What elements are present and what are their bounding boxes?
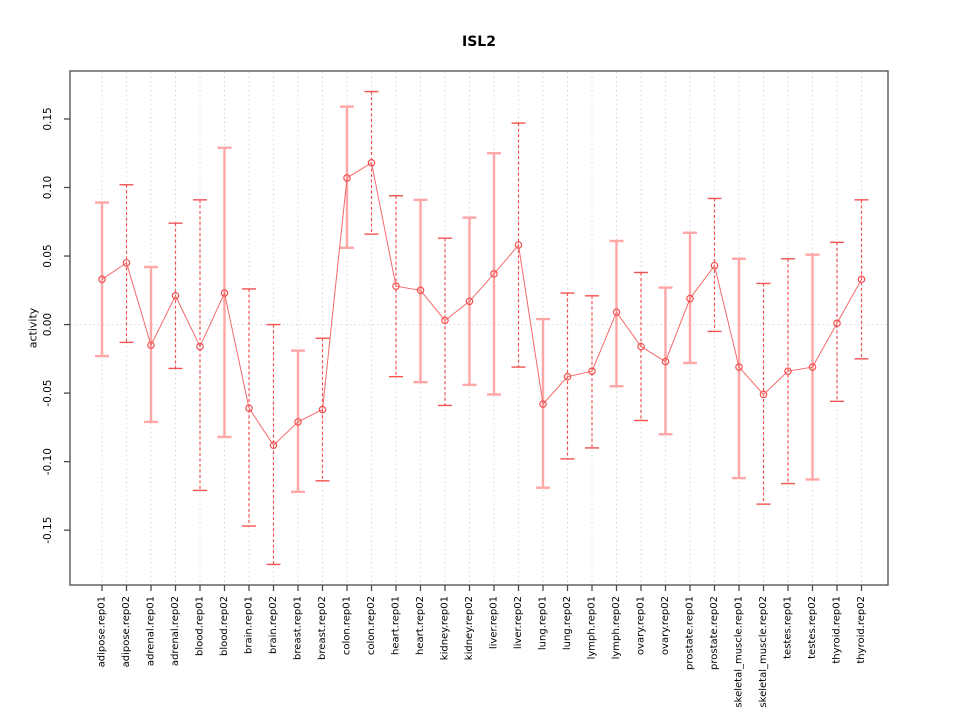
x-axis-tick-label: adipose.rep02 (121, 596, 132, 667)
y-axis-tick-label: 0.10 (42, 176, 54, 199)
x-axis-tick-label: blood.rep01 (195, 596, 206, 656)
y-axis-tick-label: 0.15 (42, 107, 54, 130)
data-point (269, 441, 278, 449)
data-point (220, 289, 229, 297)
x-axis-tick-label: breast.rep01 (293, 596, 304, 660)
data-point (245, 404, 253, 412)
x-axis-tick-label: prostate.rep01 (685, 596, 696, 670)
x-axis-tick-label: colon.rep02 (366, 596, 377, 655)
data-point (563, 372, 572, 381)
data-point (196, 342, 204, 351)
x-axis-tick-label: kidney.rep01 (440, 596, 451, 660)
x-axis-tick-label: thyroid.rep02 (856, 596, 867, 664)
data-point (367, 159, 376, 167)
x-axis-tick-label: testes.rep01 (783, 596, 794, 659)
y-axis-tick-label: 0.05 (42, 244, 54, 267)
x-axis-tick-label: brain.rep02 (268, 596, 279, 654)
data-point (294, 418, 302, 426)
data-point (147, 341, 155, 349)
data-point (808, 363, 817, 371)
data-point (465, 297, 474, 306)
data-point (612, 308, 621, 317)
y-axis-tick-label: -0.10 (42, 448, 54, 475)
data-point (122, 259, 131, 267)
x-axis-tick-label: ovary.rep02 (660, 596, 671, 655)
data-point (514, 241, 523, 249)
data-point (637, 342, 645, 351)
data-point (588, 367, 596, 375)
x-axis-tick-label: lymph.rep02 (611, 596, 622, 659)
x-axis-tick-label: liver.rep01 (489, 596, 500, 649)
x-axis-tick-label: heart.rep02 (415, 596, 426, 655)
x-axis-tick-label: adrenal.rep02 (170, 596, 181, 666)
data-point (686, 294, 694, 303)
x-axis-tick-label: prostate.rep02 (709, 596, 720, 670)
data-point (171, 291, 180, 300)
data-point (416, 286, 425, 295)
x-axis-tick-label: heart.rep01 (391, 596, 402, 655)
x-axis-tick-label: liver.rep02 (513, 596, 524, 649)
x-axis-tick-label: adipose.rep01 (97, 596, 108, 667)
data-point (710, 261, 719, 270)
data-point (784, 367, 792, 375)
data-point (735, 363, 743, 371)
y-axis-tick-label: 0.00 (42, 313, 54, 336)
x-axis-tick-label: kidney.rep02 (464, 596, 475, 660)
x-axis-tick-label: lung.rep01 (538, 596, 549, 650)
x-axis-tick-label: thyroid.rep01 (832, 596, 843, 664)
x-axis-tick-label: lung.rep02 (562, 596, 573, 650)
data-point (98, 275, 106, 284)
data-point (539, 400, 547, 408)
x-axis-tick-label: testes.rep02 (807, 596, 818, 659)
data-point (318, 405, 327, 414)
data-point (759, 390, 768, 399)
data-point (490, 270, 498, 278)
data-point (857, 275, 866, 284)
x-axis-tick-label: colon.rep01 (342, 596, 353, 655)
y-axis-title: activity (27, 307, 40, 348)
data-point (441, 316, 449, 325)
x-axis-tick-label: adrenal.rep01 (146, 596, 157, 666)
x-axis-tick-label: breast.rep02 (317, 596, 328, 660)
x-axis-tick-label: skeletal_muscle.rep01 (734, 596, 745, 708)
x-axis-tick-label: brain.rep01 (244, 596, 255, 654)
x-axis-tick-label: ovary.rep01 (636, 596, 647, 655)
plot-border (69, 70, 889, 586)
x-axis-tick-label: blood.rep02 (219, 596, 230, 656)
x-axis-tick-label: skeletal_muscle.rep02 (758, 596, 769, 708)
data-point (833, 319, 841, 328)
data-point (343, 174, 351, 182)
series-line (101, 162, 862, 446)
data-point (661, 357, 670, 366)
x-axis-tick-label: lymph.rep01 (587, 596, 598, 659)
y-axis-tick-label: -0.05 (42, 380, 54, 407)
y-axis-tick-label: -0.15 (42, 517, 54, 544)
data-point (392, 282, 400, 290)
chart-title: ISL2 (462, 34, 496, 50)
